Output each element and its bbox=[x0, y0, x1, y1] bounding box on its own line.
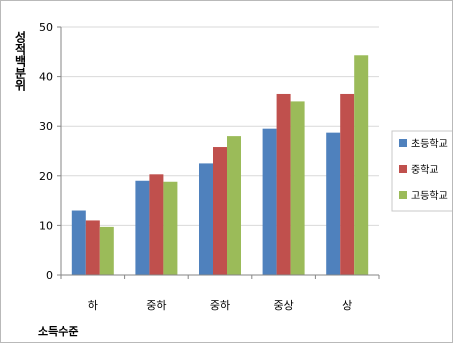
bars bbox=[71, 55, 369, 276]
x-axis-label: 소득수준 bbox=[38, 325, 78, 338]
legend-label: 고등학교 bbox=[411, 190, 448, 202]
bar bbox=[149, 174, 164, 275]
bar bbox=[199, 163, 213, 275]
x-tick-label: 중상 bbox=[273, 299, 293, 312]
x-tick-label: 상 bbox=[342, 299, 352, 312]
bar bbox=[290, 101, 305, 276]
legend-swatch bbox=[399, 191, 407, 199]
bar bbox=[71, 210, 86, 275]
bar bbox=[213, 147, 227, 275]
y-tick-label: 20 bbox=[39, 170, 53, 183]
bar bbox=[227, 136, 241, 275]
x-tick-labels: 하 중하 중하 중상 상 bbox=[88, 298, 353, 312]
y-tick-label: 30 bbox=[39, 120, 53, 133]
bar bbox=[135, 180, 150, 275]
bar bbox=[340, 93, 355, 276]
legend-swatch bbox=[399, 165, 407, 173]
bar bbox=[354, 55, 369, 275]
bar bbox=[262, 128, 277, 275]
y-tick-labels: 0 10 20 30 40 50 bbox=[39, 21, 53, 282]
legend-label: 중학교 bbox=[411, 164, 439, 176]
bar bbox=[85, 220, 100, 275]
gridlines bbox=[57, 26, 379, 276]
x-tick-label: 하 bbox=[88, 298, 98, 312]
x-tick-label: 중하 bbox=[146, 298, 166, 312]
legend-label: 초등학교 bbox=[411, 138, 448, 150]
y-tick-label: 0 bbox=[46, 269, 53, 282]
legend-swatch bbox=[399, 139, 407, 147]
bar bbox=[99, 226, 114, 275]
bar bbox=[326, 132, 341, 275]
y-tick-label: 10 bbox=[39, 219, 53, 232]
axes bbox=[60, 27, 380, 279]
bar bbox=[163, 181, 178, 275]
y-axis-label: 성적백분위 bbox=[13, 31, 27, 92]
x-tick-label: 중하 bbox=[210, 298, 230, 312]
y-tick-label: 50 bbox=[39, 21, 53, 34]
y-tick-label: 40 bbox=[39, 71, 53, 84]
bar bbox=[276, 93, 291, 276]
